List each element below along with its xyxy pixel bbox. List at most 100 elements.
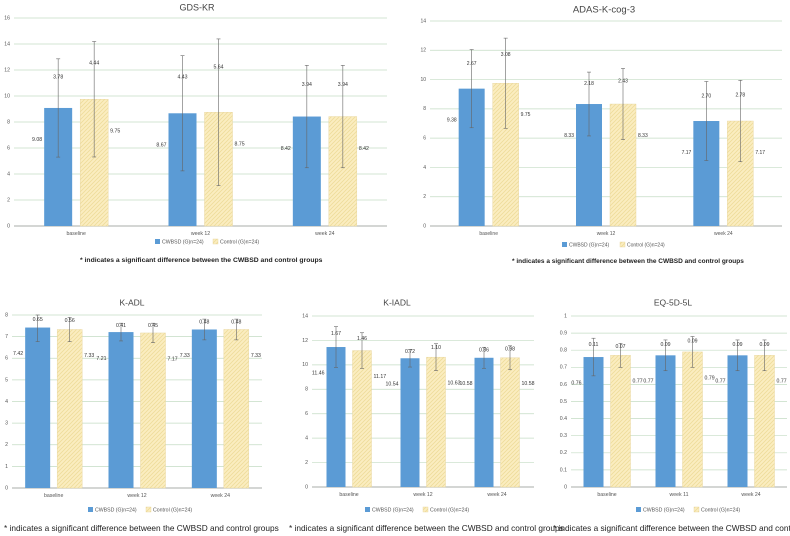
chart-gds-kr: GDS-KR 0 2 4 6 8 10 12 14 16 baseline 9.08 3.78 9.75 4…	[4, 2, 387, 246]
legend: CWBSD (G)n=24) Control (G)n=24)	[636, 506, 740, 514]
bar-cwbsd	[727, 355, 748, 487]
y-tick-label: 8	[423, 106, 426, 112]
y-tick-label: 0.7	[560, 365, 567, 371]
y-tick-label: 0.5	[560, 399, 567, 405]
legend-swatch-cwbsd	[365, 507, 370, 512]
data-label-sd: 2.78	[735, 93, 745, 99]
data-label-mean: 10.58	[460, 381, 473, 387]
bar-cwbsd	[25, 327, 51, 488]
data-label-sd: 0.98	[505, 347, 515, 353]
data-label-mean: 9.75	[521, 112, 531, 118]
footnote-adas-k-cog-3: * indicates a significant difference bet…	[512, 258, 744, 265]
data-label-mean: 8.42	[359, 146, 369, 152]
legend-label-control: Control (G)n=24)	[430, 508, 469, 514]
data-label-mean: 9.75	[110, 129, 120, 135]
x-tick-label: week 12	[597, 231, 616, 237]
bar-cwbsd	[326, 347, 346, 487]
data-label-sd: 5.64	[213, 64, 223, 70]
chart-panel-k-iadl: K-IADL 0 2 4 6 8 10 12 14 baseline 11.46 1.67 11.17 1…	[283, 290, 538, 520]
data-label-mean: 11.17	[374, 374, 387, 380]
y-tick-label: 2	[5, 442, 8, 448]
chart-k-iadl: K-IADL 0 2 4 6 8 10 12 14 baseline 11.46 1.67 11.17 1…	[302, 297, 535, 514]
chart-panel-gds-kr: GDS-KR 0 2 4 6 8 10 12 14 16 baseline 9.08 3.78 9.75 4…	[0, 0, 395, 258]
y-tick-label: 7	[5, 334, 8, 340]
y-tick-label: 0.3	[560, 433, 567, 439]
data-label-sd: 2.18	[584, 81, 594, 87]
data-label-sd: 0.48	[231, 319, 241, 325]
y-tick-label: 4	[7, 171, 10, 177]
x-tick-label: baseline	[44, 493, 63, 499]
data-label-mean: 7.33	[180, 353, 190, 359]
data-label-sd: 0.45	[148, 323, 158, 329]
bar-cwbsd	[400, 358, 420, 487]
data-label-mean: 9.38	[447, 117, 457, 123]
data-label-sd: 3.94	[338, 82, 348, 88]
data-label-sd: 2.43	[618, 79, 628, 85]
x-tick-label: week 24	[211, 493, 230, 499]
data-label-mean: 8.33	[638, 133, 648, 139]
data-label-mean: 10.54	[386, 382, 399, 388]
y-tick-label: 4	[5, 399, 8, 405]
y-tick-label: 14	[420, 18, 426, 24]
x-tick-label: baseline	[479, 231, 498, 237]
legend-label-control: Control (G)n=24)	[701, 508, 740, 514]
y-tick-label: 8	[7, 119, 10, 125]
y-tick-label: 0	[7, 223, 10, 229]
bar-cwbsd	[655, 355, 676, 487]
bar-control	[352, 350, 372, 488]
data-label-mean: 0.79	[705, 375, 715, 381]
x-tick-label: baseline	[67, 231, 86, 237]
y-tick-label: 10	[302, 362, 308, 368]
bar-control	[610, 355, 631, 488]
y-tick-label: 12	[420, 48, 426, 54]
chart-title: ADAS-K-cog-3	[573, 5, 635, 16]
data-label-sd: 3.94	[302, 82, 312, 88]
data-label-sd: 1.10	[431, 345, 441, 351]
y-tick-label: 8	[5, 312, 8, 318]
y-tick-label: 0.4	[560, 416, 567, 422]
x-tick-label: week 11	[670, 492, 689, 498]
legend-label-control: Control (G)n=24)	[220, 240, 259, 246]
data-label-mean: 0.77	[643, 379, 653, 385]
data-label-mean: 0.77	[777, 379, 787, 385]
data-label-sd: 0.86	[479, 347, 489, 353]
x-tick-label: week 24	[315, 231, 334, 237]
bar-control	[223, 329, 250, 489]
y-tick-label: 5	[5, 377, 8, 383]
y-tick-label: 6	[305, 411, 308, 417]
footnote-eq-5d-5l: * indicates a significant difference bet…	[553, 523, 790, 533]
y-tick-label: 0	[423, 223, 426, 229]
chart-panel-adas-k-cog-3: ADAS-K-cog-3 0 2 4 6 8 10 12 14 baseline 9.38 2.67 9…	[412, 0, 790, 258]
y-tick-label: 0.2	[560, 450, 567, 456]
chart-title: K-IADL	[383, 297, 411, 307]
bar-cwbsd	[474, 357, 494, 487]
data-label-mean: 9.08	[32, 137, 42, 143]
data-label-mean: 7.33	[251, 353, 261, 359]
y-tick-label: 6	[7, 145, 10, 151]
legend-swatch-control	[619, 241, 626, 248]
data-label-mean: 10.58	[522, 381, 535, 387]
y-tick-label: 4	[423, 165, 426, 171]
data-label-sd: 0.48	[199, 319, 209, 325]
legend-swatch-control	[212, 238, 219, 245]
legend-swatch-cwbsd	[562, 242, 567, 247]
data-label-sd: 0.07	[615, 344, 625, 350]
legend-label-control: Control (G)n=24)	[627, 243, 665, 249]
bar-control	[426, 356, 446, 488]
data-label-mean: 0.77	[633, 379, 643, 385]
data-label-mean: 8.67	[156, 143, 166, 149]
bar-cwbsd	[583, 357, 604, 487]
legend-label-cwbsd: CWBSD (G)n=24)	[569, 243, 609, 249]
legend-swatch-cwbsd	[155, 239, 160, 244]
legend-swatch-control	[693, 506, 700, 513]
y-tick-label: 0	[5, 485, 8, 491]
y-tick-label: 14	[302, 313, 308, 319]
y-tick-label: 10	[420, 77, 426, 83]
bar-cwbsd	[108, 332, 134, 488]
y-tick-label: 0.9	[560, 330, 567, 336]
legend-label-cwbsd: CWBSD (G)n=24)	[95, 508, 137, 514]
data-label-mean: 7.17	[755, 150, 765, 156]
legend-label-cwbsd: CWBSD (G)n=24)	[643, 508, 685, 514]
x-tick-label: week 24	[741, 492, 760, 498]
data-label-sd: 1.67	[331, 331, 341, 337]
